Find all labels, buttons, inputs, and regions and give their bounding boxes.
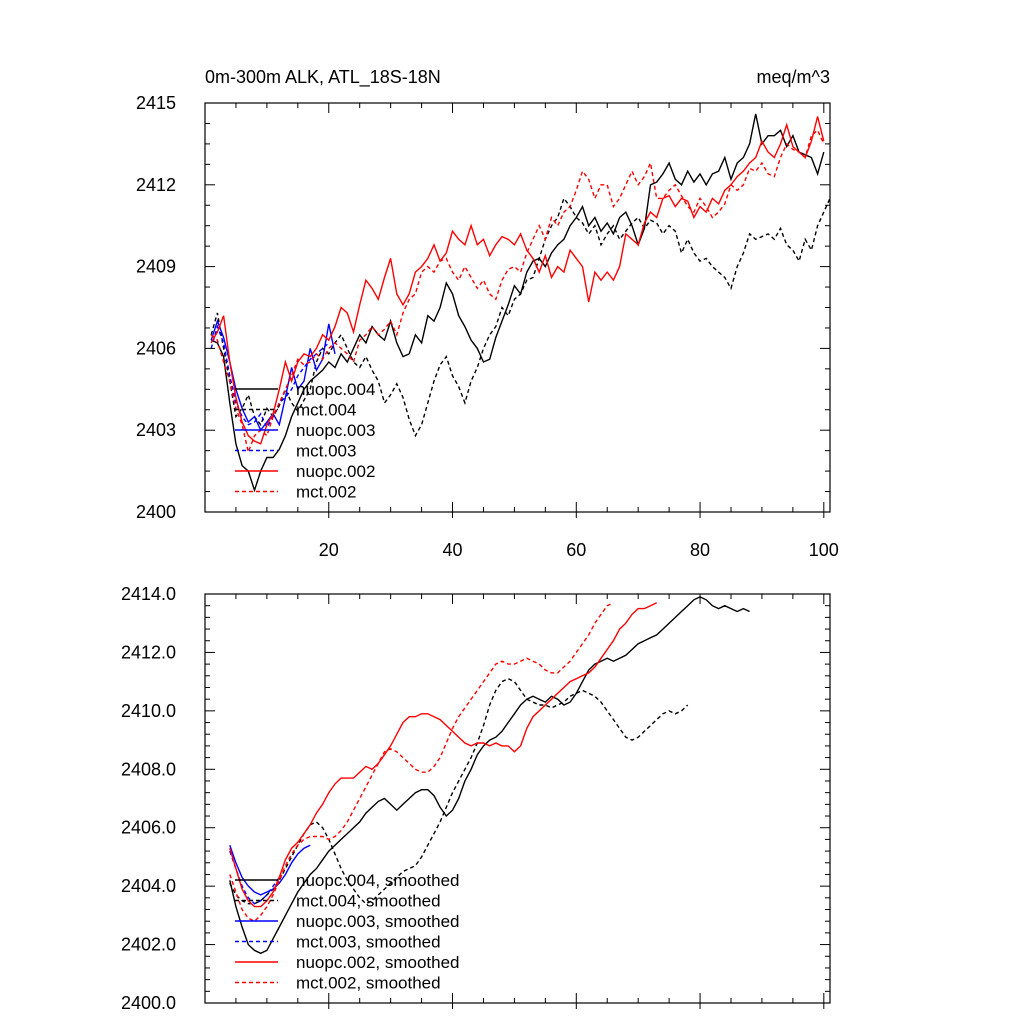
y-tick-label: 2402.0 — [121, 935, 176, 955]
y-tick-label: 2409 — [136, 257, 176, 277]
x-tick-label: 40 — [443, 540, 463, 560]
series-line-mct-004-smoothed — [229, 677, 689, 905]
y-tick-label: 2403 — [136, 420, 176, 440]
bottom-panel: 2400.0 2402.0 2404.0 2406.0 2408.0 2410.0 2412… — [121, 584, 831, 1013]
x-tick-label: 80 — [690, 540, 710, 560]
legend-label: nuopc.002, smoothed — [296, 953, 460, 972]
y-tick-label: 2414.0 — [121, 584, 176, 604]
series-line-mct-002 — [210, 129, 825, 455]
legend-label: mct.003 — [296, 442, 356, 461]
legend-label: mct.004, smoothed — [296, 892, 441, 911]
y-tick-label: 2400 — [136, 502, 176, 522]
x-tick-label: 20 — [319, 540, 339, 560]
y-tick-label: 2415 — [136, 93, 176, 113]
y-tick-label: 2400.0 — [121, 993, 176, 1013]
y-tick-label: 2406.0 — [121, 818, 176, 838]
series-line-nuopc-002-smoothed — [229, 602, 657, 908]
series-line-mct-004 — [210, 196, 831, 438]
series-line-nuopc-002 — [210, 116, 825, 445]
plot-frame — [204, 593, 831, 1004]
y-tick-label: 2404.0 — [121, 876, 176, 896]
series-line-nuopc-004-smoothed — [229, 596, 750, 955]
legend-label: mct.002, smoothed — [296, 974, 441, 993]
chart-units: meq/m^3 — [757, 67, 830, 87]
y-tick-label: 2406 — [136, 338, 176, 358]
y-tick-label: 2408.0 — [121, 759, 176, 779]
series-line-mct-002-smoothed — [229, 602, 614, 923]
legend-label: nuopc.004 — [296, 380, 375, 399]
legend-label: mct.002 — [296, 483, 356, 502]
legend-label: nuopc.002 — [296, 462, 375, 481]
y-tick-label: 2412 — [136, 175, 176, 195]
y-tick-label: 2410.0 — [121, 701, 176, 721]
legend-label: nuopc.004, smoothed — [296, 871, 460, 890]
legend-label: nuopc.003, smoothed — [296, 912, 460, 931]
x-tick-label: 60 — [566, 540, 586, 560]
series-line-mct-003 — [210, 324, 330, 430]
chart-title: 0m-300m ALK, ATL_18S-18N — [205, 67, 441, 88]
legend-label: mct.004 — [296, 401, 356, 420]
legend-label: mct.003, smoothed — [296, 933, 441, 952]
y-tick-label: 2412.0 — [121, 642, 176, 662]
top-panel: 20 40 60 80 100 2400 2403 2406 2409 2412 2415 0m-30… — [136, 67, 839, 560]
series-line-nuopc-004 — [210, 113, 825, 493]
x-tick-label: 100 — [809, 540, 839, 560]
legend-label: nuopc.003 — [296, 421, 375, 440]
